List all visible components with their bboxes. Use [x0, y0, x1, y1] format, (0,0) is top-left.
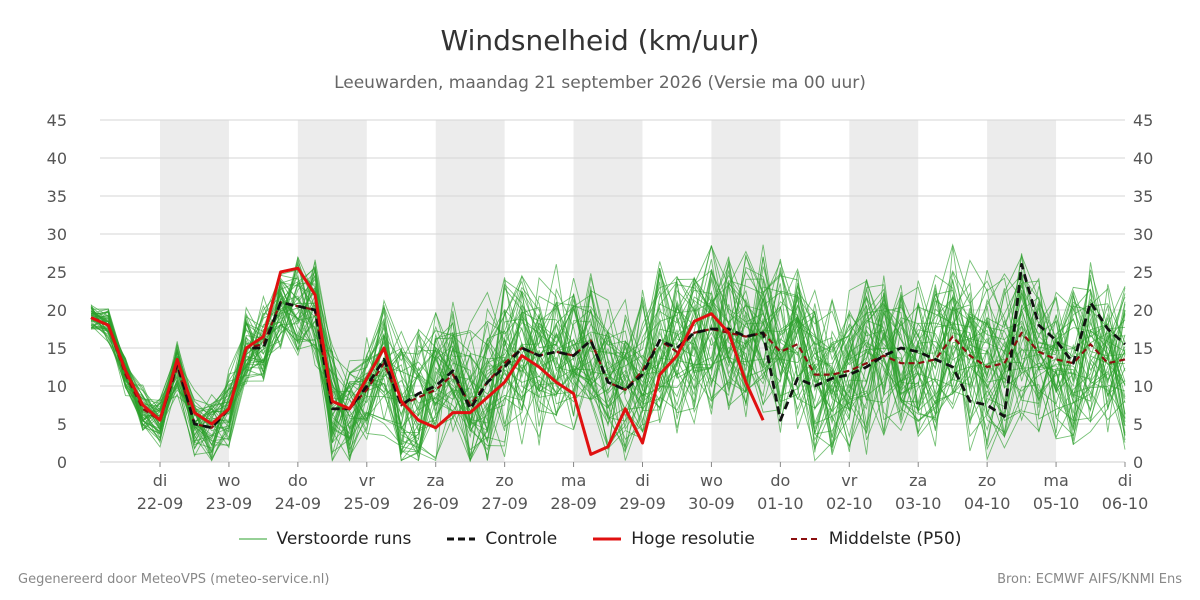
- y-tick-label-left: 35: [47, 187, 67, 206]
- y-tick-label-right: 35: [1133, 187, 1153, 206]
- high-resolution-line: [90, 266, 765, 456]
- y-tick-label-right: 20: [1133, 301, 1153, 320]
- chart-subtitle: Leeuwarden, maandag 21 september 2026 (V…: [334, 73, 866, 93]
- x-tick-label-date: 02-10: [826, 494, 873, 513]
- x-tick-label-day: zo: [978, 471, 996, 490]
- legend-item-control[interactable]: Controle: [447, 529, 557, 549]
- x-tick-label-date: 23-09: [206, 494, 253, 513]
- y-tick-label-left: 45: [47, 111, 67, 130]
- legend-swatch-high-resolution: [593, 537, 622, 541]
- x-tick-label-day: di: [635, 471, 650, 490]
- x-tick-label-day: di: [1118, 471, 1133, 490]
- legend-item-median[interactable]: Middelste (P50): [790, 529, 962, 549]
- y-tick-label-left: 0: [57, 453, 67, 472]
- legend: Verstoorde runs Controle Hoge resolutie …: [0, 529, 1200, 549]
- ensemble-run-line: [91, 270, 1126, 446]
- y-tick-label-left: 30: [47, 225, 67, 244]
- legend-item-high-resolution[interactable]: Hoge resolutie: [593, 529, 755, 549]
- x-tick-label-date: 01-10: [757, 494, 804, 513]
- y-tick-label-left: 15: [47, 339, 67, 358]
- x-tick-label-date: 05-10: [1033, 494, 1080, 513]
- x-tick-label-date: 03-10: [895, 494, 942, 513]
- y-tick-label-right: 10: [1133, 377, 1153, 396]
- ensemble-run-line: [90, 282, 1126, 457]
- ensemble-run-line: [90, 255, 1126, 462]
- x-tick-label-date: 30-09: [688, 494, 735, 513]
- y-tick-label-left: 25: [47, 263, 67, 282]
- x-tick-label-day: ma: [561, 471, 586, 490]
- y-tick-label-right: 0: [1133, 453, 1143, 472]
- y-tick-label-left: 40: [47, 149, 67, 168]
- legend-swatch-median: [790, 538, 819, 540]
- x-tick-label-day: wo: [217, 471, 240, 490]
- y-tick-label-left: 10: [47, 377, 67, 396]
- x-tick-label-day: di: [153, 471, 168, 490]
- x-tick-label-date: 25-09: [344, 494, 391, 513]
- y-tick-label-right: 40: [1133, 149, 1153, 168]
- ensemble-run-line: [90, 262, 1126, 463]
- x-tick-label-day: za: [427, 471, 445, 490]
- x-tick-label-day: za: [909, 471, 927, 490]
- legend-label-high-resolution: Hoge resolutie: [631, 529, 755, 549]
- footer-source: Bron: ECMWF AIFS/KNMI Ens: [997, 572, 1182, 587]
- x-tick-label-day: vr: [841, 471, 857, 490]
- y-tick-label-left: 5: [57, 415, 67, 434]
- y-tick-label-left: 20: [47, 301, 67, 320]
- x-tick-label-date: 06-10: [1102, 494, 1149, 513]
- x-tick-label-day: zo: [496, 471, 514, 490]
- control-line: [90, 262, 1126, 430]
- x-tick-label-date: 29-09: [619, 494, 666, 513]
- legend-swatch-control: [447, 537, 476, 541]
- x-tick-label-day: do: [770, 471, 790, 490]
- x-tick-label-day: do: [288, 471, 308, 490]
- ensemble-run-line: [90, 267, 1126, 462]
- ensemble-run-line: [91, 268, 1126, 452]
- ensemble-run-line: [91, 259, 1126, 461]
- x-tick-label-date: 04-10: [964, 494, 1011, 513]
- ensemble-run-line: [90, 266, 1126, 451]
- ensemble-run-line: [90, 259, 1126, 460]
- y-tick-label-right: 25: [1133, 263, 1153, 282]
- x-tick-label-day: ma: [1043, 471, 1068, 490]
- footer-generated-by: Gegenereerd door MeteoVPS (meteo-service…: [18, 572, 330, 587]
- legend-label-median: Middelste (P50): [828, 529, 962, 549]
- ensemble-run-line: [91, 256, 1126, 463]
- x-tick-label-date: 28-09: [550, 494, 597, 513]
- legend-label-perturbed-runs: Verstoorde runs: [276, 529, 412, 549]
- legend-swatch-perturbed-runs: [238, 538, 267, 540]
- y-tick-label-right: 5: [1133, 415, 1143, 434]
- legend-label-control: Controle: [485, 529, 558, 549]
- x-tick-label-date: 24-09: [275, 494, 322, 513]
- x-tick-label-day: wo: [700, 471, 723, 490]
- legend-item-perturbed-runs[interactable]: Verstoorde runs: [238, 529, 412, 549]
- chart-title: Windsnelheid (km/uur): [440, 24, 760, 57]
- y-tick-label-right: 30: [1133, 225, 1153, 244]
- x-tick-label-date: 22-09: [137, 494, 184, 513]
- x-tick-label-date: 27-09: [481, 494, 528, 513]
- x-tick-label-day: vr: [359, 471, 375, 490]
- x-tick-label-date: 26-09: [412, 494, 459, 513]
- y-tick-label-right: 45: [1133, 111, 1153, 130]
- y-tick-label-right: 15: [1133, 339, 1153, 358]
